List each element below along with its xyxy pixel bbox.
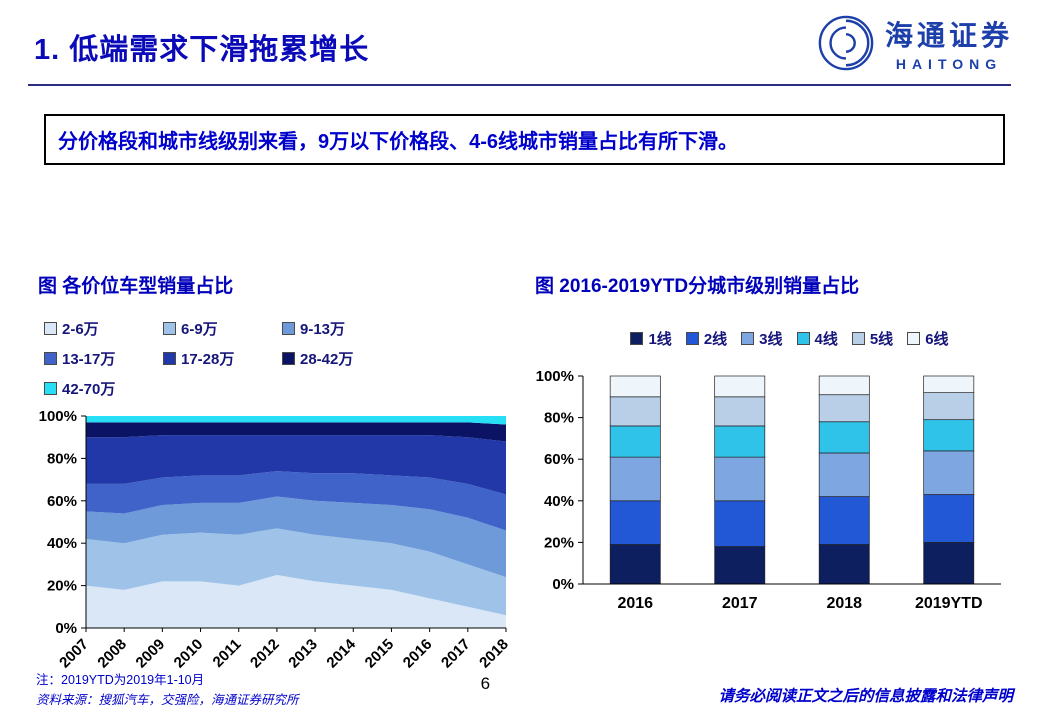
svg-text:2017: 2017 xyxy=(722,595,758,612)
legend-label: 4线 xyxy=(814,331,838,348)
legend-item-3线: 3线 xyxy=(741,328,783,349)
legend-label: 28-42万 xyxy=(300,351,354,368)
slide-footer: 注：2019YTD为2019年1-10月 资料来源：搜狐汽车，交强险，海通证券研… xyxy=(36,671,1013,710)
legend-item-28-42万: 28-42万 xyxy=(282,348,401,369)
svg-text:2015: 2015 xyxy=(362,636,398,672)
legend-item-2线: 2线 xyxy=(685,328,728,349)
legend-swatch xyxy=(282,352,295,365)
footnote-source: 资料来源：搜狐汽车，交强险，海通证券研究所 xyxy=(36,692,299,707)
legend-item-42-70万: 42-70万 xyxy=(44,378,163,399)
svg-text:2014: 2014 xyxy=(323,635,359,671)
logo-chinese-name: 海通证券 xyxy=(884,21,1013,52)
svg-text:2019YTD: 2019YTD xyxy=(915,595,983,612)
legend-swatch xyxy=(163,352,176,365)
svg-text:0%: 0% xyxy=(552,576,574,593)
svg-text:2007: 2007 xyxy=(56,636,92,672)
left-chart-title: 图 各价位车型销量占比 xyxy=(38,276,234,297)
city-tier-chart-section: 图 2016-2019YTD分城市级别销量占比 1线 2线 3线 4线 5线 6线 201… xyxy=(527,271,1012,698)
logo-text: 海通证券 HAITONG xyxy=(885,14,1013,72)
left-chart-legend: 2-6万 6-9万 9-13万 13-17万 17-28万 28-42万 42-70万 xyxy=(44,318,515,408)
slide-header: 1. 低端需求下滑拖累增长 海通证券 HAITONG xyxy=(0,0,1039,72)
right-chart-title: 图 2016-2019YTD分城市级别销量占比 xyxy=(535,276,860,297)
legend-label: 6线 xyxy=(925,331,949,348)
legend-item-6-9万: 6-9万 xyxy=(163,318,282,339)
legend-item-5线: 5线 xyxy=(851,328,894,349)
svg-text:60%: 60% xyxy=(47,493,77,510)
haitong-logo-icon xyxy=(818,15,874,71)
legend-item-6线: 6线 xyxy=(907,328,949,349)
disclaimer: 请务必阅读正文之后的信息披露和法律声明 xyxy=(718,688,1013,705)
svg-text:2016: 2016 xyxy=(400,636,436,672)
left-chart-plot: 0%20%40%60%80%100%2007 2008 2009 2010 2011 20… xyxy=(39,408,510,672)
right-chart-legend: 1线 2线 3线 4线 5线 6线 xyxy=(567,328,1012,358)
page-number: 6 xyxy=(480,674,491,693)
legend-swatch xyxy=(851,332,865,345)
legend-item-2-6万: 2-6万 xyxy=(44,318,163,339)
haitong-logo: 海通证券 HAITONG xyxy=(817,14,1013,72)
key-point-text: 分价格段和城市线级别来看，9万以下价格段、4-6线城市销量占比有所下滑。 xyxy=(58,131,739,153)
page-title: 1. 低端需求下滑拖累增长 xyxy=(34,34,370,66)
key-point-box: 分价格段和城市线级别来看，9万以下价格段、4-6线城市销量占比有所下滑。 xyxy=(44,114,1005,165)
svg-text:0%: 0% xyxy=(55,620,77,637)
legend-item-13-17万: 13-17万 xyxy=(44,348,163,369)
legend-label: 2线 xyxy=(703,331,728,348)
legend-label: 5线 xyxy=(869,331,894,348)
legend-label: 17-28万 xyxy=(181,351,235,368)
svg-text:2016: 2016 xyxy=(617,595,653,612)
footnotes: 注：2019YTD为2019年1-10月 资料来源：搜狐汽车，交强险，海通证券研… xyxy=(36,671,299,710)
svg-text:2011: 2011 xyxy=(210,636,245,671)
title-rule xyxy=(28,84,1011,86)
svg-text:100%: 100% xyxy=(39,408,77,425)
svg-text:2010: 2010 xyxy=(171,636,207,672)
svg-text:100%: 100% xyxy=(536,368,574,385)
legend-swatch xyxy=(796,332,810,345)
legend-label: 6-9万 xyxy=(181,321,218,338)
svg-text:40%: 40% xyxy=(544,493,574,510)
legend-label: 1线 xyxy=(648,331,672,348)
legend-item-4线: 4线 xyxy=(796,328,838,349)
svg-text:2013: 2013 xyxy=(285,636,321,672)
legend-item-17-28万: 17-28万 xyxy=(163,348,282,369)
legend-swatch xyxy=(630,332,644,345)
legend-swatch xyxy=(741,332,755,345)
price-segment-chart-section: 图 各价位车型销量占比 2-6万 6-9万 9-13万 13-17万 17-28万 28-… xyxy=(30,271,515,698)
svg-text:2012: 2012 xyxy=(247,636,283,672)
legend-swatch xyxy=(163,322,176,335)
legend-swatch xyxy=(685,332,699,345)
legend-label: 3线 xyxy=(759,331,783,348)
legend-swatch xyxy=(44,382,57,395)
right-chart-plot: 2016 2017 2018 2019YTD 0% 20% 40% 60% 80% 100% xyxy=(536,368,1001,612)
svg-text:60%: 60% xyxy=(544,451,574,468)
svg-text:2018: 2018 xyxy=(826,595,862,612)
legend-label: 9-13万 xyxy=(300,321,346,338)
svg-text:2017: 2017 xyxy=(438,636,474,672)
svg-text:20%: 20% xyxy=(47,578,77,595)
legend-swatch xyxy=(282,322,295,335)
footnote-note: 注：2019YTD为2019年1-10月 xyxy=(36,673,205,688)
legend-swatch xyxy=(44,322,57,335)
legend-item-1线: 1线 xyxy=(630,328,672,349)
legend-swatch xyxy=(907,332,921,345)
legend-label: 13-17万 xyxy=(62,351,116,368)
svg-text:2018: 2018 xyxy=(476,636,510,672)
legend-label: 42-70万 xyxy=(62,381,116,398)
svg-text:2009: 2009 xyxy=(133,636,169,672)
svg-text:80%: 80% xyxy=(47,450,77,467)
svg-text:80%: 80% xyxy=(544,410,574,427)
svg-text:2008: 2008 xyxy=(94,636,130,672)
legend-swatch xyxy=(44,352,57,365)
charts-row: 图 各价位车型销量占比 2-6万 6-9万 9-13万 13-17万 17-28万 28-… xyxy=(30,271,1039,698)
logo-english-name: HAITONG xyxy=(895,56,1003,72)
svg-text:40%: 40% xyxy=(47,535,77,552)
svg-text:20%: 20% xyxy=(544,534,574,551)
legend-label: 2-6万 xyxy=(62,321,99,338)
legend-item-9-13万: 9-13万 xyxy=(282,318,401,339)
